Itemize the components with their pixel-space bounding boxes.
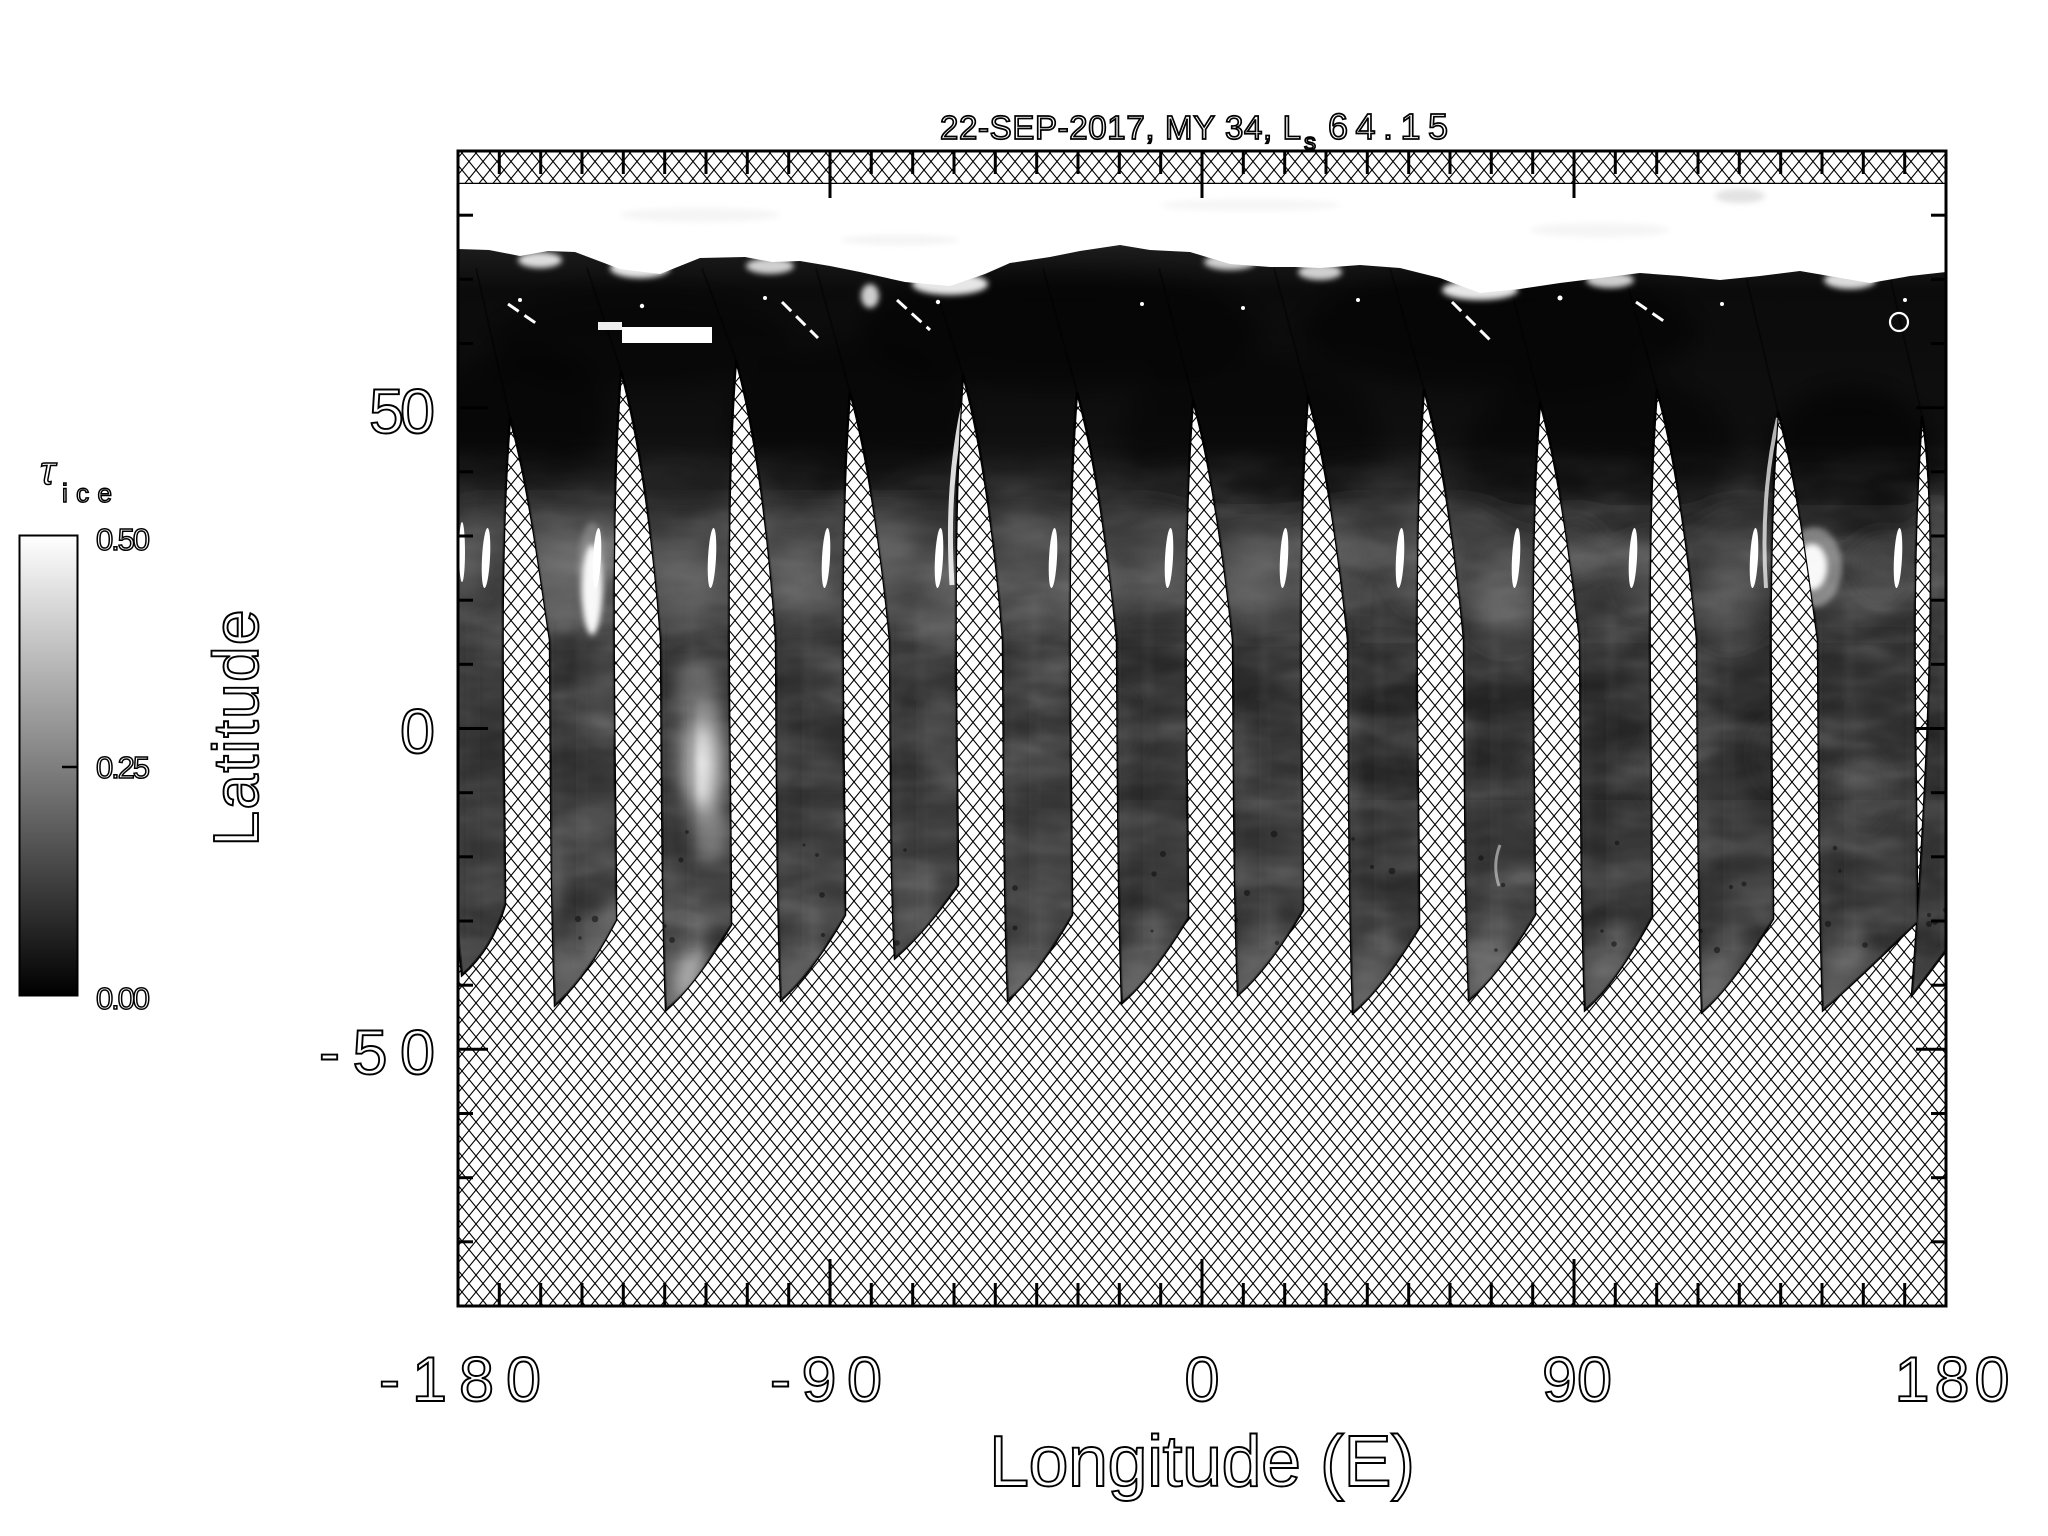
svg-text:0.25: 0.25 — [96, 750, 150, 785]
svg-text:22-SEP-2017, MY 34, L: 22-SEP-2017, MY 34, L — [940, 109, 1301, 146]
svg-text:90: 90 — [1542, 1345, 1612, 1415]
svg-text:Longitude (E): Longitude (E) — [989, 1422, 1415, 1502]
svg-text:τ: τ — [40, 449, 58, 493]
svg-text:-90: -90 — [770, 1345, 882, 1415]
svg-text:s: s — [1304, 129, 1316, 156]
svg-text:50: 50 — [369, 377, 435, 447]
svg-text:0.00: 0.00 — [96, 981, 150, 1016]
svg-text:0: 0 — [1184, 1345, 1219, 1415]
svg-text:-50: -50 — [319, 1018, 435, 1088]
svg-text:0: 0 — [400, 697, 435, 767]
svg-text:0.50: 0.50 — [96, 522, 150, 557]
svg-text:180: 180 — [1895, 1345, 2010, 1415]
svg-text:64.15: 64.15 — [1328, 106, 1448, 147]
svg-text:Latitude: Latitude — [200, 610, 272, 847]
